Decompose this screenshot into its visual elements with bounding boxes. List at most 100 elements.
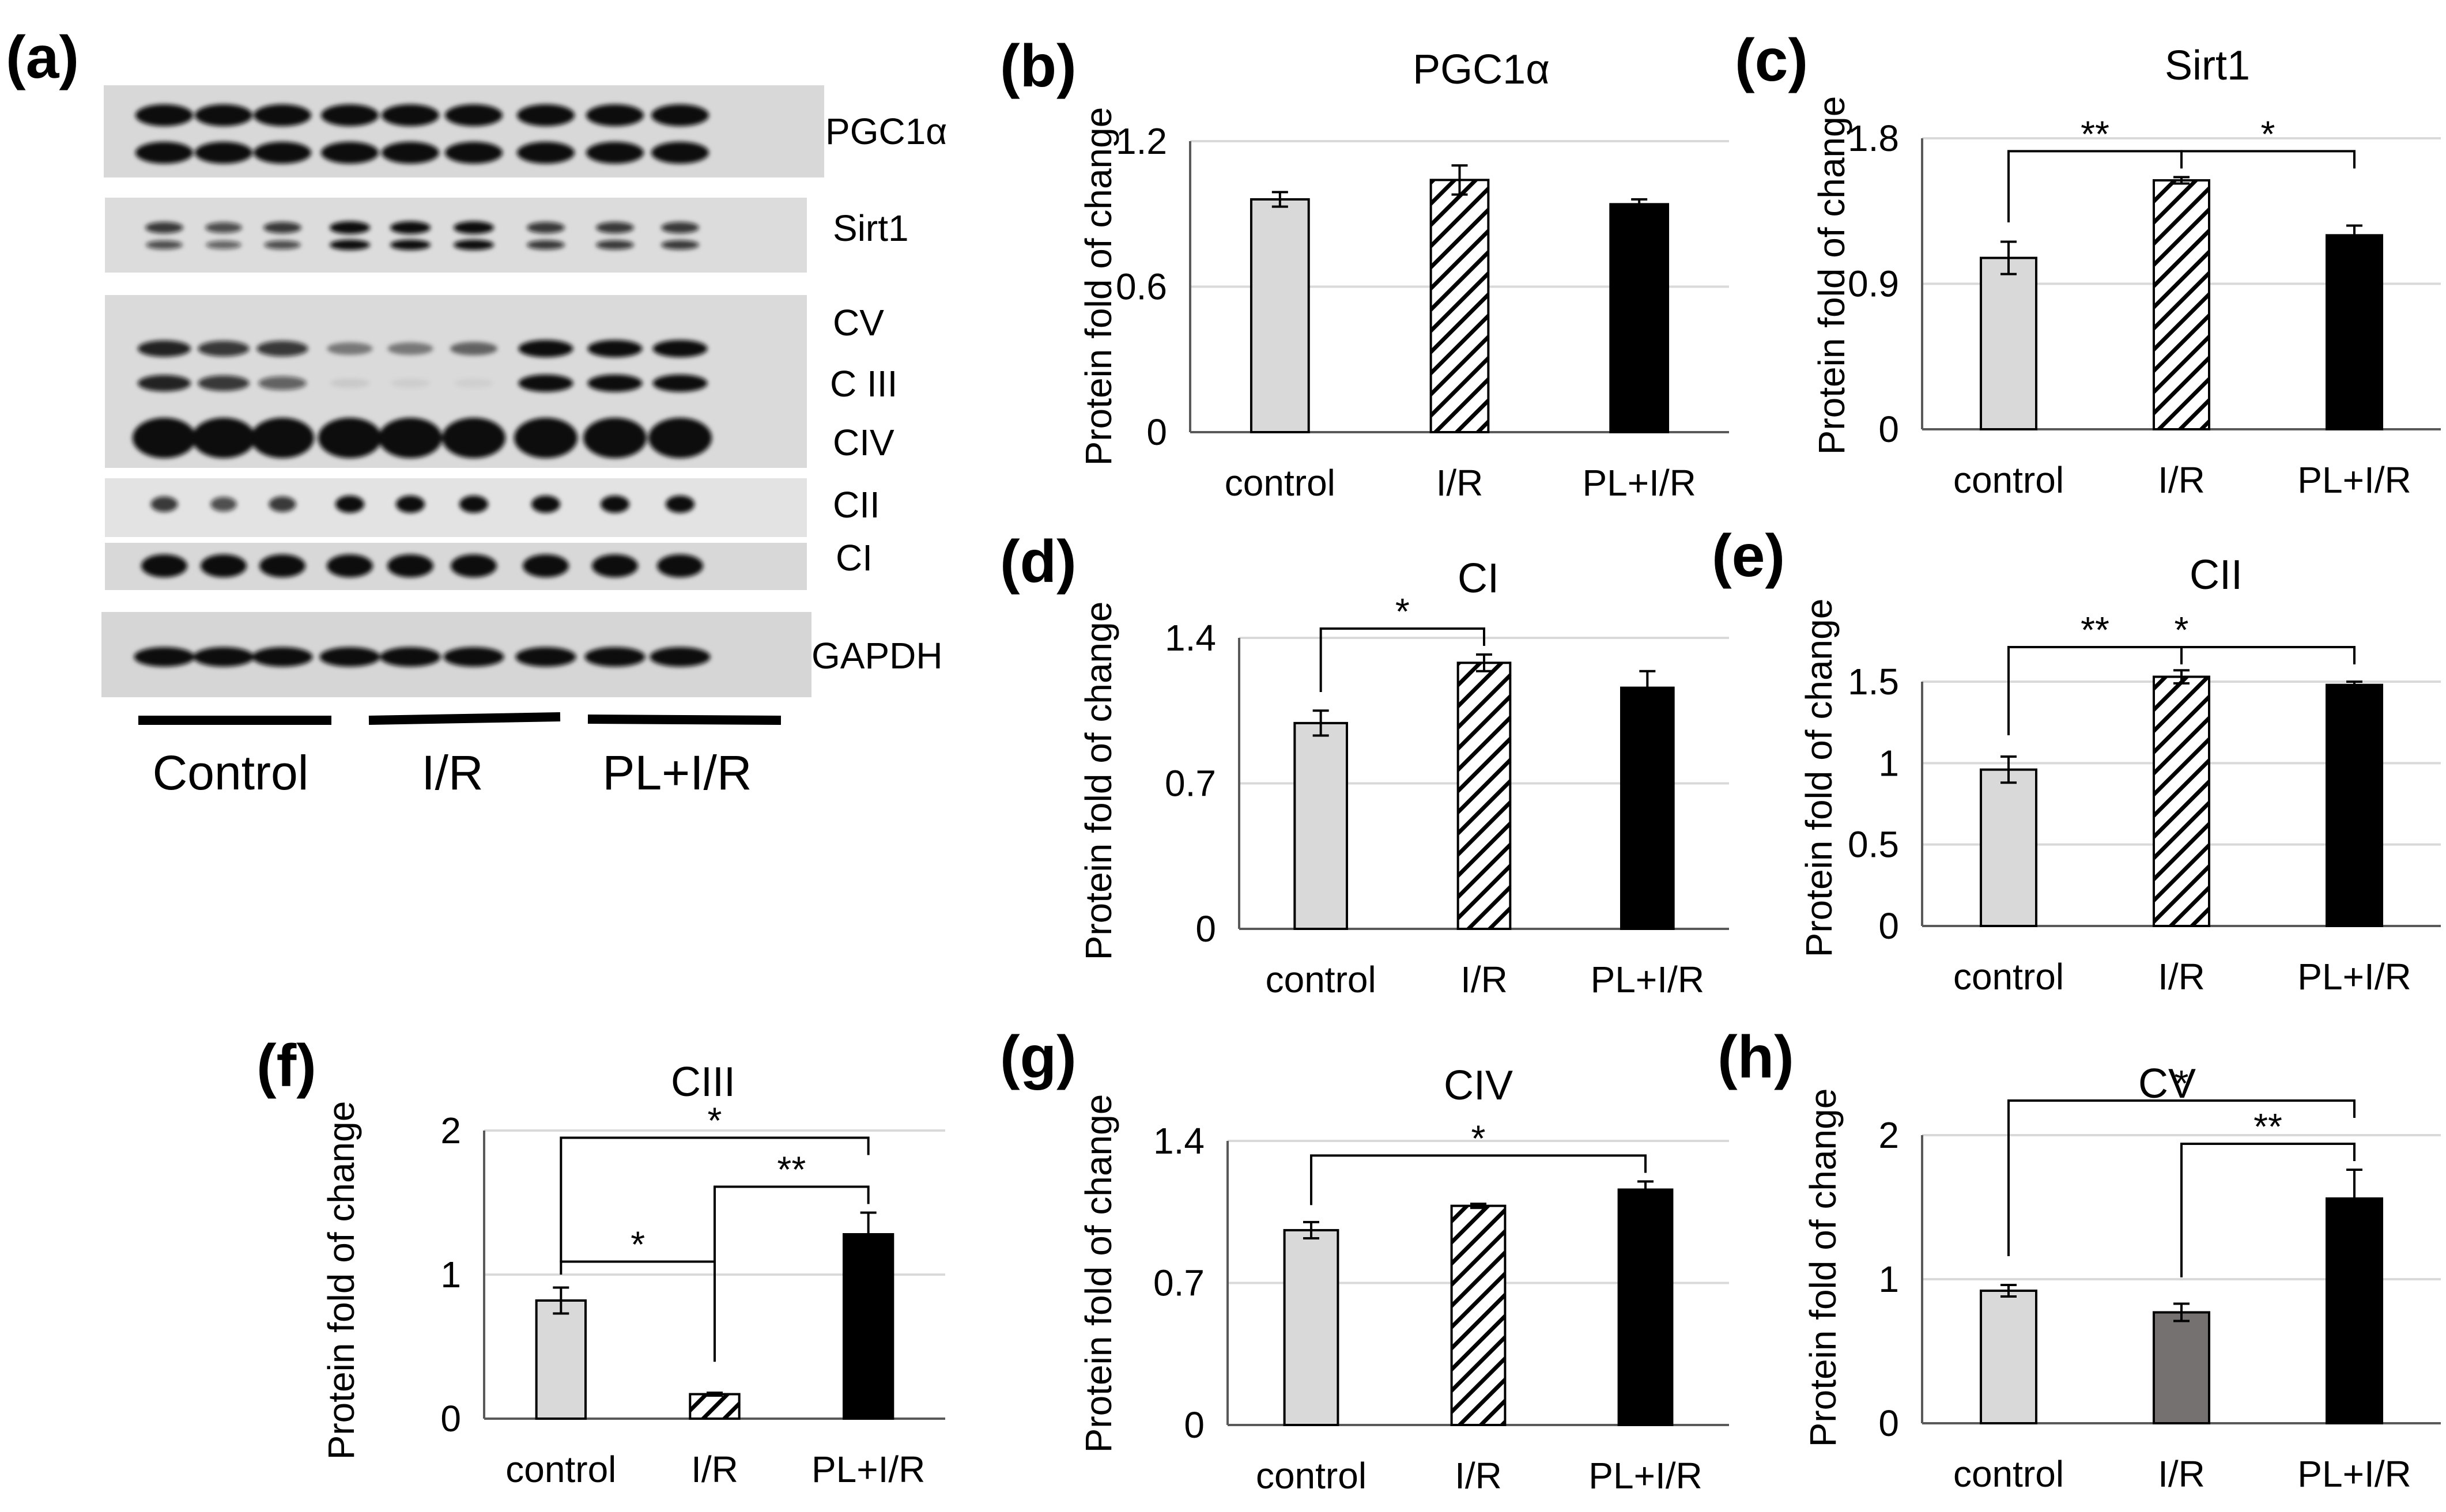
bar-ir <box>1450 1204 1507 1427</box>
y-tick-label: 2 <box>440 1110 461 1151</box>
cv-band <box>518 340 573 357</box>
chart-title-d: CI <box>1458 555 1499 602</box>
x-category-label: I/R <box>2158 956 2205 997</box>
pgc1a-band-lower <box>135 142 193 164</box>
cv-band <box>652 340 708 357</box>
significance-bracket <box>1319 627 1485 693</box>
civ-band <box>192 418 255 458</box>
sirt1-band-upper <box>661 222 699 233</box>
western-blot-panel: (a) PGC1α Sirt1 CV C III CIV CII CI GAPD… <box>6 24 947 800</box>
chart-title-c: Sirt1 <box>2165 43 2250 89</box>
ci-band <box>141 554 187 577</box>
bar-ir <box>2153 1311 2210 1424</box>
gapdh-band <box>252 647 313 667</box>
chart-panel-g: (g) CIV Protein fold of change 0 0.7 1.4 co… <box>1000 1024 1729 1496</box>
sirt1-band-upper <box>596 222 634 233</box>
significance-label: * <box>1471 1117 1486 1159</box>
civ-band <box>648 418 712 458</box>
ciii-band <box>258 376 307 390</box>
x-category-label: control <box>1266 959 1376 1000</box>
ci-band <box>657 554 703 577</box>
y-axis-label-g: Protein fold of change <box>1078 1094 1119 1453</box>
sirt1-band-lower <box>146 240 183 250</box>
x-category-label: I/R <box>2158 459 2205 501</box>
ciii-band <box>454 379 493 388</box>
pgc1a-band-upper <box>382 104 439 126</box>
gapdh-band <box>380 647 441 667</box>
ciii-band <box>518 375 573 392</box>
x-category-label: control <box>1256 1455 1367 1496</box>
pgc1a-band-upper <box>321 104 379 126</box>
y-tick-label: 0 <box>1184 1404 1205 1446</box>
y-tick-label: 0 <box>1878 905 1899 947</box>
sirt1-band-upper <box>205 222 242 233</box>
cii-band <box>210 497 237 512</box>
x-category-label: PL+I/R <box>2297 956 2411 997</box>
y-axis-label-h: Protein fold of change <box>1802 1088 1844 1447</box>
ci-band <box>327 554 373 577</box>
chart-title-e: CII <box>2190 552 2243 598</box>
gapdh-band <box>515 647 576 667</box>
bar-control <box>1250 198 1310 433</box>
y-tick-label: 1.4 <box>1165 617 1216 659</box>
chart-title-f: CIII <box>671 1059 735 1105</box>
group-bar-pl <box>587 715 782 725</box>
x-category-label: I/R <box>1436 462 1484 504</box>
bar-control <box>1293 721 1348 930</box>
gapdh-band <box>584 647 646 667</box>
ciii-band <box>652 375 708 392</box>
significance-label: * <box>1395 591 1410 632</box>
significance-label: * <box>708 1100 722 1141</box>
sirt1-band-lower <box>596 240 634 250</box>
blot-label-ci: CI <box>836 537 873 579</box>
ciii-band <box>587 375 643 392</box>
x-category-label: control <box>505 1449 616 1490</box>
chart-panel-e: (e) CII Protein fold of change 0 0.5 1 1.5 c… <box>1712 523 2441 997</box>
civ-band <box>318 418 382 458</box>
x-category-label: control <box>1953 956 2064 997</box>
panel-letter-b: (b) <box>1000 33 1077 100</box>
pgc1a-band-lower <box>195 142 252 164</box>
y-axis-label-c: Protein fold of change <box>1811 96 1852 455</box>
x-category-label: PL+I/R <box>1591 959 1704 1000</box>
gapdh-band <box>193 647 254 667</box>
blot-bands <box>133 104 712 667</box>
pgc1a-band-upper <box>651 104 709 126</box>
sirt1-band-upper <box>263 222 301 233</box>
y-tick-label: 0 <box>1146 411 1167 453</box>
pgc1a-band-lower <box>254 142 311 164</box>
y-tick-label: 1 <box>440 1254 461 1295</box>
pgc1a-band-upper <box>517 104 575 126</box>
bar-plir <box>2326 234 2383 430</box>
ci-band <box>387 554 433 577</box>
ci-band <box>259 554 305 577</box>
blot-strip-pgc1a <box>104 85 824 177</box>
cv-band <box>256 341 308 357</box>
x-category-label: control <box>1953 1453 2064 1495</box>
y-tick-label: 1 <box>1878 1258 1899 1300</box>
significance-label: * <box>631 1224 645 1265</box>
civ-band <box>442 418 505 458</box>
significance-bracket <box>2007 646 2356 736</box>
civ-band <box>379 418 442 458</box>
ci-band <box>523 554 569 577</box>
sirt1-band-upper <box>330 221 370 234</box>
cii-band <box>666 496 694 513</box>
y-tick-label: 0 <box>1878 409 1899 450</box>
significance-bracket <box>1310 1154 1647 1205</box>
sirt1-band-upper <box>527 222 565 233</box>
significance-bracket <box>2180 150 2356 169</box>
y-tick-label: 0.6 <box>1116 266 1167 308</box>
chart-title-h: CV <box>2138 1061 2196 1107</box>
chart-title-g: CIV <box>1444 1063 1513 1109</box>
sirt1-band-lower <box>264 240 301 250</box>
sirt1-band-lower <box>206 240 241 250</box>
significance-label: ** <box>2081 609 2109 651</box>
group-bar-ir <box>368 712 561 725</box>
y-axis-label-b: Protein fold of change <box>1078 107 1119 466</box>
y-tick-label: 1.4 <box>1153 1120 1205 1162</box>
x-category-label: I/R <box>2158 1453 2205 1495</box>
ciii-band <box>390 379 431 388</box>
panel-letter-e: (e) <box>1712 523 1785 589</box>
pgc1a-band-lower <box>651 142 709 164</box>
